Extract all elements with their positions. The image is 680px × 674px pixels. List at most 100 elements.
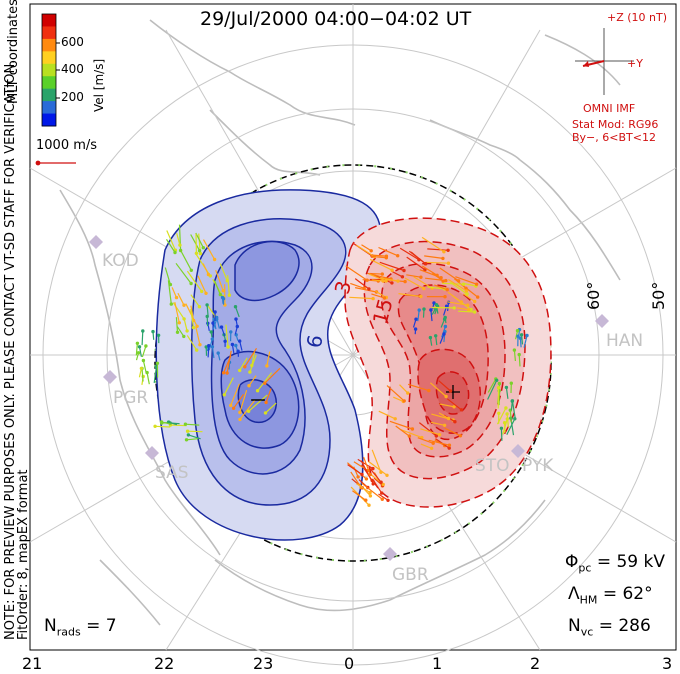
velocity-vector xyxy=(389,420,413,430)
radar-han: HAN xyxy=(606,331,643,351)
velocity-vector-origin xyxy=(174,295,179,300)
velocity-vector xyxy=(141,330,144,346)
velocity-vector-origin xyxy=(210,337,214,341)
velocity-vector-origin xyxy=(384,279,388,283)
imf-z-label: +Z (10 nT) xyxy=(607,11,668,24)
velocity-vector-origin xyxy=(177,321,181,325)
velocity-vector-origin xyxy=(474,282,479,286)
nvc-value: = 286 xyxy=(598,616,651,636)
velocity-vector-origin xyxy=(186,433,191,437)
velocity-vector-origin xyxy=(402,399,406,403)
velocity-vector xyxy=(354,278,370,290)
velocity-vector-origin xyxy=(496,386,501,390)
velocity-vector-origin xyxy=(464,289,469,293)
velocity-vector xyxy=(407,383,429,392)
velocity-vector-origin xyxy=(218,292,222,297)
velocity-vector-origin xyxy=(442,250,446,254)
velocity-vector xyxy=(187,430,203,433)
contour-label-neg: 6 xyxy=(302,333,328,350)
nvc-sub: vc xyxy=(580,625,594,639)
velocity-vector-origin xyxy=(215,317,219,321)
velocity-vector-origin xyxy=(216,351,220,355)
velocity-vector-origin xyxy=(429,308,433,312)
mlt-tick-3: 3 xyxy=(662,654,673,673)
velocity-vector-origin xyxy=(243,365,247,369)
velocity-vector xyxy=(421,265,438,276)
velocity-vector-origin xyxy=(422,307,426,311)
velocity-vector-origin xyxy=(447,446,451,450)
velocity-vector-origin xyxy=(381,279,385,283)
velocity-vector-origin xyxy=(384,256,388,260)
radar-kod: KOD xyxy=(102,251,139,271)
velocity-vector-origin xyxy=(223,339,227,343)
imf-source: OMNI IMF xyxy=(583,102,636,115)
velocity-vector xyxy=(442,282,464,285)
velocity-vector-origin xyxy=(516,334,520,338)
velocity-vector-origin xyxy=(247,384,251,388)
velocity-vector xyxy=(176,233,181,246)
lambda-value: = 62° xyxy=(602,584,653,604)
velocity-vector xyxy=(421,236,445,253)
velocity-vector xyxy=(430,309,433,322)
velocity-vector-origin xyxy=(151,329,155,334)
velocity-vector-origin xyxy=(441,256,445,261)
velocity-vector-origin xyxy=(230,342,235,347)
velocity-vector xyxy=(380,277,399,282)
velocity-vector xyxy=(356,244,375,258)
hmb-green-dots xyxy=(154,164,552,562)
velocity-vector-origin xyxy=(497,411,501,415)
velocity-vector-origin xyxy=(390,268,394,272)
velocity-vector xyxy=(264,367,281,384)
mlt-tick-0: 0 xyxy=(344,654,355,673)
velocity-vector-origin xyxy=(495,378,499,382)
velocity-vector-origin xyxy=(380,491,384,495)
velocity-vector xyxy=(186,438,199,441)
velocity-vector-origin xyxy=(419,275,423,279)
velocity-vector xyxy=(509,410,512,423)
velocity-vector-origin xyxy=(194,251,199,255)
hmb-latitude: ΛHM = 62° xyxy=(568,584,653,606)
velocity-vector-origin xyxy=(145,370,149,375)
velocity-vector-origin xyxy=(178,243,182,247)
lat-label-60: 60° xyxy=(584,282,603,310)
velocity-vector-origin xyxy=(380,272,384,276)
negative-potential-cell xyxy=(155,189,382,541)
velocity-vector xyxy=(239,357,248,371)
velocity-vector-origin xyxy=(429,446,434,450)
velocity-vector-origin xyxy=(444,394,448,399)
velocity-vector-origin xyxy=(510,399,514,403)
velocity-vector-origin xyxy=(434,434,438,438)
velocity-vector xyxy=(142,360,147,374)
velocity-vector-origin xyxy=(442,423,447,427)
velocity-vector-origin xyxy=(153,424,157,428)
velocity-vector xyxy=(424,255,443,259)
mlt-tick-22: 22 xyxy=(154,654,175,673)
velocity-vector xyxy=(153,366,157,383)
velocity-vector xyxy=(202,263,209,275)
velocity-vector xyxy=(378,493,389,501)
velocity-vector xyxy=(357,458,374,470)
mlt-tick-23: 23 xyxy=(253,654,274,673)
velocity-vector xyxy=(420,428,440,436)
velocity-vector xyxy=(358,483,371,497)
velocity-vector-origin xyxy=(207,344,211,348)
velocity-vector xyxy=(356,483,371,494)
velocity-vector-origin xyxy=(422,286,426,291)
velocity-vector-origin xyxy=(469,307,473,312)
imf-y-label: +Y xyxy=(627,57,643,70)
lat-label-50: 50° xyxy=(649,282,668,310)
velocity-vector-origin xyxy=(238,410,242,415)
velocity-vector xyxy=(361,244,372,252)
velocity-vector xyxy=(265,388,272,403)
velocity-vector-origin xyxy=(185,329,189,333)
radar-pyk: PYK xyxy=(522,456,554,476)
velocity-vector-origin xyxy=(396,279,400,283)
colorbar-block xyxy=(42,51,56,65)
velocity-vector xyxy=(369,258,393,271)
velocity-vector-origin xyxy=(381,482,385,487)
velocity-vector-origin xyxy=(443,324,448,329)
velocity-vector xyxy=(417,437,434,444)
velocity-vector xyxy=(447,301,468,306)
velocity-vector-origin xyxy=(169,302,173,306)
velocity-colorbar xyxy=(41,13,60,127)
